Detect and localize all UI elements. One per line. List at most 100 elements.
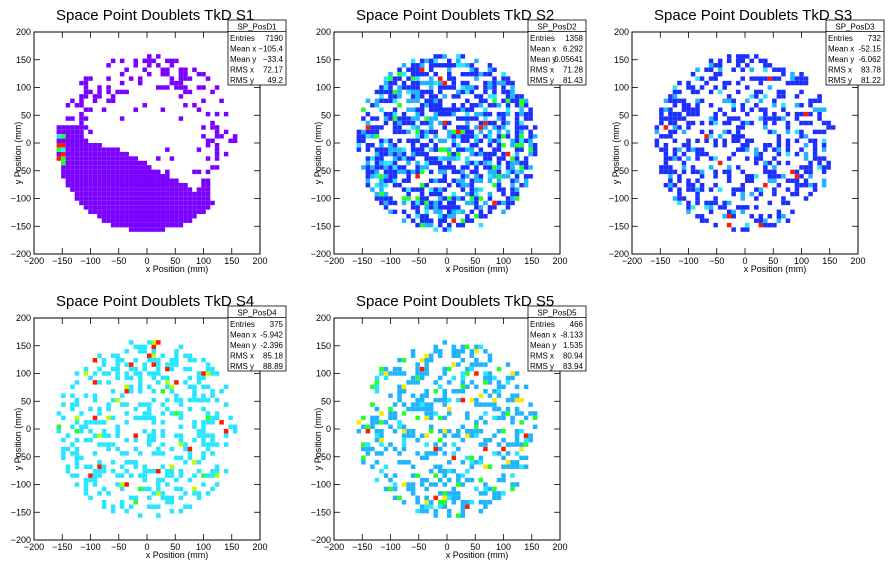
heatmap-cell bbox=[740, 209, 745, 215]
heatmap-cell bbox=[428, 451, 434, 456]
heatmap-cell bbox=[519, 160, 524, 166]
heatmap-cell bbox=[70, 125, 75, 130]
heatmap-cell bbox=[492, 397, 497, 403]
heatmap-cell bbox=[465, 366, 470, 372]
heatmap-cell bbox=[772, 111, 777, 117]
heatmap-cell bbox=[101, 160, 107, 166]
heatmap-cell bbox=[437, 429, 443, 434]
heatmap-cell bbox=[128, 375, 134, 381]
heatmap-cell bbox=[763, 222, 768, 228]
heatmap-cell bbox=[374, 156, 380, 161]
heatmap-cell bbox=[151, 420, 157, 425]
heatmap-cell bbox=[174, 353, 179, 358]
heatmap-cell bbox=[749, 58, 755, 64]
heatmap-cell bbox=[192, 209, 197, 215]
heatmap-cell bbox=[214, 143, 220, 148]
heatmap-cell bbox=[492, 375, 497, 381]
heatmap-cell bbox=[419, 402, 425, 407]
heatmap-cell bbox=[469, 366, 475, 372]
heatmap-cell bbox=[424, 89, 429, 95]
heatmap-cell bbox=[763, 58, 768, 64]
heatmap-cell bbox=[745, 178, 750, 183]
heatmap-cell bbox=[776, 89, 782, 95]
heatmap-cell bbox=[370, 156, 375, 161]
heatmap-cell bbox=[713, 76, 718, 81]
heatmap-cell bbox=[374, 116, 380, 121]
heatmap-cell bbox=[419, 482, 425, 487]
heatmap-cell bbox=[456, 107, 461, 112]
heatmap-cell bbox=[460, 424, 466, 429]
heatmap-cell bbox=[124, 375, 129, 381]
heatmap-cell bbox=[437, 169, 443, 175]
heatmap-cell bbox=[735, 89, 741, 95]
heatmap-cell bbox=[424, 389, 429, 394]
heatmap-cell bbox=[451, 196, 457, 201]
heatmap-cell bbox=[110, 178, 116, 183]
heatmap-cell bbox=[374, 165, 380, 170]
heatmap-cell bbox=[708, 58, 714, 64]
heatmap-cell bbox=[469, 129, 475, 135]
heatmap-cell bbox=[56, 147, 62, 152]
heatmap-cell bbox=[401, 371, 407, 376]
stats-label: Entries bbox=[828, 34, 853, 43]
heatmap-cell bbox=[142, 67, 147, 72]
heatmap-cell bbox=[415, 94, 420, 99]
stats-label: Entries bbox=[530, 34, 555, 43]
heatmap-cell bbox=[61, 143, 66, 148]
heatmap-cell bbox=[424, 58, 429, 64]
heatmap-cell bbox=[519, 143, 524, 148]
heatmap-cell bbox=[383, 160, 389, 166]
heatmap-cell bbox=[668, 111, 673, 117]
heatmap-cell bbox=[708, 67, 714, 72]
heatmap-cell bbox=[514, 393, 520, 398]
heatmap-cell bbox=[686, 209, 691, 215]
heatmap-cell bbox=[415, 406, 420, 412]
heatmap-cell bbox=[106, 433, 111, 438]
heatmap-cell bbox=[474, 71, 479, 77]
heatmap-cell bbox=[201, 442, 206, 447]
heatmap-cell bbox=[496, 380, 502, 385]
heatmap-cell bbox=[803, 134, 809, 139]
heatmap-cell bbox=[763, 63, 768, 68]
heatmap-cell bbox=[451, 362, 457, 367]
heatmap-cell bbox=[447, 107, 452, 112]
heatmap-cell bbox=[133, 464, 138, 469]
heatmap-cell bbox=[808, 111, 813, 117]
x-axis-label: x Position (mm) bbox=[446, 264, 509, 274]
heatmap-cell bbox=[519, 182, 524, 188]
heatmap-cell bbox=[424, 196, 429, 201]
x-tick-label: −150 bbox=[52, 542, 72, 552]
x-tick-label: −100 bbox=[380, 542, 400, 552]
heatmap-cell bbox=[442, 111, 447, 117]
stats-label: Mean y bbox=[230, 55, 256, 64]
heatmap-cell bbox=[214, 165, 220, 170]
heatmap-cell bbox=[133, 433, 138, 438]
heatmap-cell bbox=[478, 98, 484, 104]
heatmap-cell bbox=[722, 120, 727, 126]
heatmap-cell bbox=[165, 187, 170, 192]
heatmap-cell bbox=[717, 160, 723, 166]
heatmap-cell bbox=[487, 486, 493, 492]
heatmap-cell bbox=[201, 98, 206, 104]
heatmap-cell bbox=[397, 357, 402, 363]
heatmap-cell bbox=[447, 397, 452, 403]
heatmap-cell bbox=[156, 380, 161, 385]
heatmap-cell bbox=[451, 94, 457, 99]
heatmap-cell bbox=[92, 156, 98, 161]
heatmap-cell bbox=[510, 143, 515, 148]
heatmap-cell bbox=[119, 357, 125, 363]
heatmap-cell bbox=[205, 156, 211, 161]
heatmap-cell bbox=[83, 76, 89, 81]
heatmap-cell bbox=[731, 151, 736, 157]
heatmap-cell bbox=[101, 486, 107, 492]
heatmap-cell bbox=[528, 151, 533, 157]
heatmap-cell bbox=[415, 165, 420, 170]
heatmap-cell bbox=[699, 98, 705, 104]
x-tick-label: −150 bbox=[52, 256, 72, 266]
heatmap-cell bbox=[119, 80, 125, 86]
heatmap-cell bbox=[492, 80, 497, 86]
heatmap-cell bbox=[383, 486, 389, 492]
heatmap-cell bbox=[424, 182, 429, 188]
heatmap-cell bbox=[115, 375, 120, 381]
heatmap-cell bbox=[388, 424, 393, 429]
